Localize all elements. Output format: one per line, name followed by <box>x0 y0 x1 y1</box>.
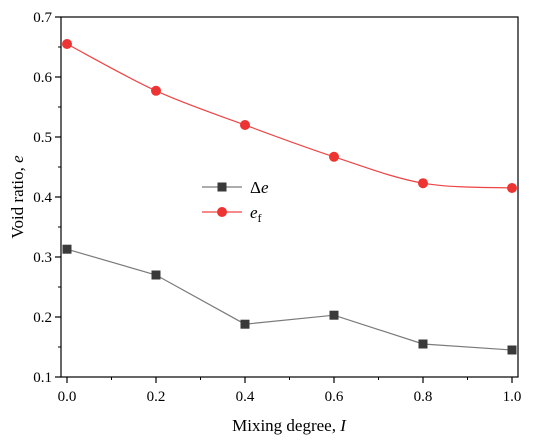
series-line <box>66 43 513 189</box>
data-point <box>418 178 428 189</box>
data-point <box>507 183 517 193</box>
x-tick-label: 0.0 <box>58 389 77 405</box>
series-line <box>66 248 513 351</box>
plot-area <box>61 17 518 377</box>
data-point <box>329 151 339 162</box>
x-tick-label: 0.8 <box>414 389 433 405</box>
data-point <box>240 319 250 329</box>
series-1 <box>62 244 517 355</box>
legend-marker <box>217 182 227 192</box>
x-tick-label: 0.6 <box>325 389 344 405</box>
data-point <box>62 244 72 254</box>
data-point <box>151 85 161 96</box>
x-tick-label: 0.2 <box>147 389 166 405</box>
y-tick-label: 0.2 <box>33 310 52 326</box>
y-tick-label: 0.5 <box>33 130 52 146</box>
legend-item-2: ef <box>202 203 262 225</box>
axes: 0.0 0.2 0.4 0.6 0.8 1.0 0.1 0.2 0.3 0.4 0.5 0.6 0.7 <box>33 10 521 405</box>
y-axis-label: Void ratio, e <box>8 155 27 239</box>
legend: Δe ef <box>202 178 269 225</box>
data-point <box>329 310 339 320</box>
y-tick-label: 0.4 <box>33 190 52 206</box>
data-point <box>240 120 250 130</box>
legend-label: ef <box>250 203 262 225</box>
y-tick-label: 0.7 <box>33 10 52 26</box>
legend-marker <box>217 207 227 217</box>
y-tick-label: 0.6 <box>33 70 52 86</box>
data-point <box>62 39 72 49</box>
x-tick-label: 0.4 <box>236 389 255 405</box>
series-2 <box>62 39 517 193</box>
legend-item-1: Δe <box>202 178 269 197</box>
data-point <box>418 339 428 349</box>
series-layer <box>62 39 517 355</box>
y-tick-label: 0.1 <box>33 370 52 386</box>
legend-label: Δe <box>250 178 269 197</box>
data-point <box>507 345 517 355</box>
x-tick-label: 1.0 <box>503 389 522 405</box>
x-axis-label: Mixing degree, I <box>232 416 347 435</box>
data-point <box>151 270 161 280</box>
y-tick-label: 0.3 <box>33 250 52 266</box>
